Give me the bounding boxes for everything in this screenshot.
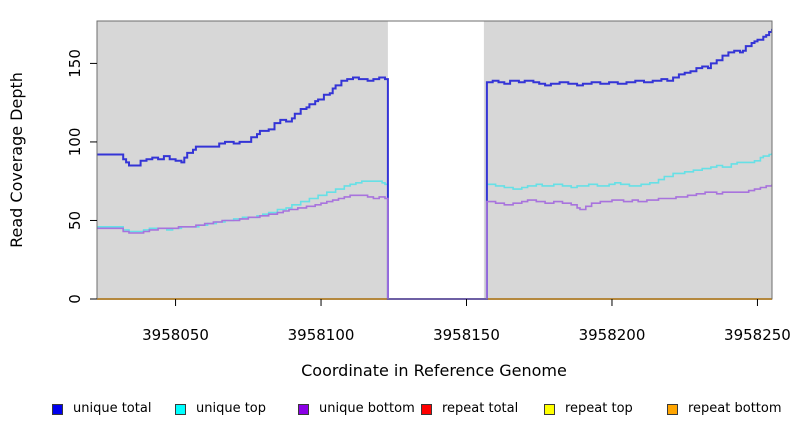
legend-swatch-unique-bottom — [298, 403, 309, 415]
legend-swatch-repeat-bottom — [667, 403, 678, 415]
y-axis-title: Read Coverage Depth — [7, 72, 26, 248]
legend-label-unique-top: unique top — [196, 401, 267, 416]
legend-swatch-unique-top — [175, 403, 186, 415]
legend-label-unique-total: unique total — [73, 401, 152, 416]
x-tick-label: 3958250 — [724, 326, 791, 344]
y-tick-label: 100 — [66, 128, 84, 157]
y-tick-label: 150 — [66, 49, 84, 78]
legend-item-repeat-total: repeat total — [421, 399, 544, 419]
legend-item-unique-top: unique top — [175, 399, 298, 419]
x-tick-label: 3958150 — [433, 326, 500, 344]
legend-item-unique-bottom: unique bottom — [298, 399, 421, 419]
legend-label-repeat-total: repeat total — [442, 401, 519, 416]
x-tick-label: 3958100 — [288, 326, 355, 344]
legend-item-repeat-top: repeat top — [544, 399, 667, 419]
y-tick-label: 0 — [66, 294, 84, 304]
y-axis-ticks: 0 50 100 150 — [66, 49, 97, 304]
x-tick-label: 3958050 — [142, 326, 209, 344]
legend-swatch-repeat-total — [421, 403, 432, 415]
legend-label-repeat-bottom: repeat bottom — [688, 401, 782, 416]
y-tick-label: 50 — [66, 211, 84, 230]
legend-item-unique-total: unique total — [52, 399, 175, 419]
x-axis-title: Coordinate in Reference Genome — [301, 361, 567, 380]
plot-panel-border — [96, 20, 773, 300]
gap-region — [387, 21, 484, 299]
chart-legend: unique total unique top unique bottom re… — [52, 399, 790, 419]
x-tick-label: 3958200 — [579, 326, 646, 344]
legend-item-repeat-bottom: repeat bottom — [667, 399, 790, 419]
legend-swatch-repeat-top — [544, 403, 555, 415]
x-axis-ticks: 3958050 3958100 3958150 3958200 3958250 — [142, 299, 791, 344]
chart-plot-area: 3958050 3958100 3958150 3958200 3958250 0 50 1… — [7, 20, 791, 380]
legend-label-unique-bottom: unique bottom — [319, 401, 415, 416]
legend-label-repeat-top: repeat top — [565, 401, 633, 416]
legend-swatch-unique-total — [52, 403, 63, 415]
